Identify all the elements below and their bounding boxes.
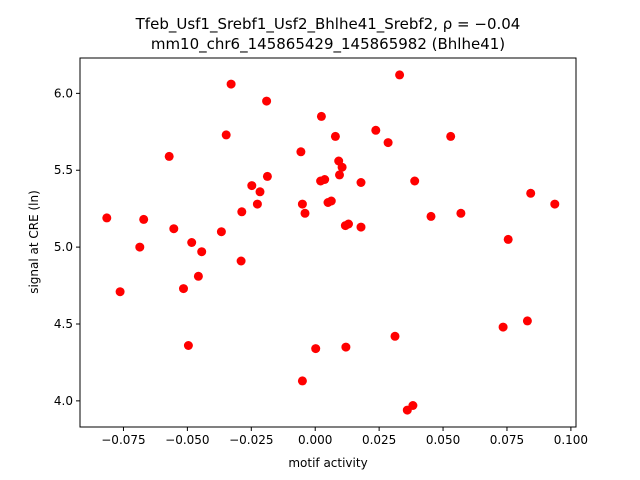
data-point [330, 131, 340, 141]
data-point [187, 238, 197, 247]
data-point [356, 222, 366, 232]
data-point [341, 342, 351, 352]
x-tick-label: −0.075 [101, 433, 145, 447]
data-point [311, 344, 321, 354]
y-tick-label: 5.5 [54, 163, 73, 177]
x-axis-ticks: −0.075 −0.050 −0.025 0.000 0.025 0.050 0.075 0.… [101, 427, 588, 447]
data-point [395, 70, 405, 80]
data-point [408, 401, 418, 410]
data-point [316, 111, 326, 121]
plot-area-frame [79, 57, 577, 428]
data-point [550, 199, 560, 209]
x-axis-label: motif activity [288, 456, 367, 470]
data-point [236, 256, 246, 266]
data-point [262, 96, 272, 106]
data-point [237, 207, 247, 217]
y-tick-label: 4.0 [54, 394, 73, 408]
data-point [193, 271, 203, 281]
y-tick-label: 6.0 [54, 86, 73, 100]
data-point [226, 79, 236, 89]
x-tick-label: −0.025 [229, 433, 273, 447]
x-tick-label: 0.100 [554, 433, 588, 447]
data-point [344, 219, 353, 229]
y-axis-label: signal at CRE (ln) [27, 190, 41, 294]
data-point [426, 211, 436, 221]
y-tick-label: 4.5 [54, 317, 73, 331]
data-point [115, 287, 125, 297]
chart-title-line-1: Tfeb_Usf1_Srebf1_Usf2_Bhlhe41_Srebf2, ρ … [135, 15, 521, 34]
data-point [498, 322, 508, 332]
data-point [169, 224, 179, 234]
data-point [135, 242, 145, 252]
y-axis-ticks: 4.0 4.5 5.0 5.5 6.0 [54, 86, 80, 408]
x-tick-label: 0.000 [298, 433, 332, 447]
data-point [139, 214, 149, 224]
data-point [326, 196, 336, 206]
data-point [179, 284, 188, 294]
data-point [503, 234, 513, 244]
x-tick-label: −0.050 [165, 433, 209, 447]
data-point [102, 213, 112, 223]
data-point [320, 175, 330, 184]
data-point [164, 151, 174, 161]
data-point [221, 130, 231, 140]
data-point [446, 131, 456, 141]
data-point [522, 316, 532, 326]
data-point [262, 171, 272, 181]
data-point [337, 162, 347, 172]
data-point [252, 199, 262, 209]
data-point [297, 199, 307, 209]
data-point [335, 170, 344, 180]
data-point [216, 227, 226, 237]
x-tick-label: 0.050 [426, 433, 460, 447]
data-point [456, 208, 466, 218]
data-point [197, 247, 207, 257]
data-point [410, 176, 420, 186]
data-point [356, 178, 366, 187]
data-point [371, 125, 381, 135]
data-points [102, 70, 560, 415]
data-point [247, 181, 257, 191]
data-point [183, 341, 193, 350]
data-point [296, 147, 306, 157]
x-tick-label: 0.075 [490, 433, 524, 447]
data-point [255, 187, 265, 197]
data-point [526, 188, 536, 198]
data-point [300, 208, 310, 218]
x-tick-label: 0.025 [362, 433, 396, 447]
chart-title-line-2: mm10_chr6_145865429_145865982 (Bhlhe41) [151, 35, 505, 54]
data-point [383, 138, 393, 148]
data-point [390, 331, 400, 341]
data-point [297, 376, 307, 386]
y-tick-label: 5.0 [54, 240, 73, 254]
